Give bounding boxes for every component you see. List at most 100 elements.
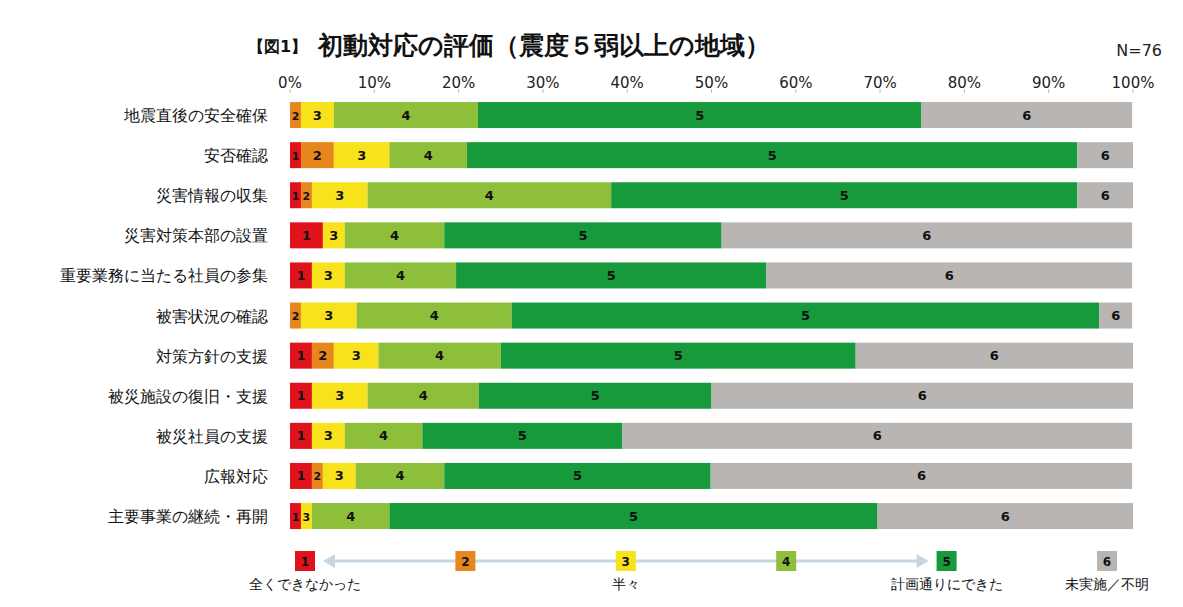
bars (290, 102, 1133, 529)
bar-segment (323, 222, 345, 248)
segment-label: 6 (1022, 108, 1031, 123)
bar-segment (290, 262, 312, 288)
bar-segment (1099, 303, 1132, 329)
segment-label: 4 (419, 388, 428, 403)
segment-label: 1 (296, 268, 305, 283)
segment-label: 5 (607, 268, 616, 283)
bar-segment (301, 503, 312, 529)
segment-label: 3 (335, 388, 344, 403)
category-label: 被災社員の支援 (156, 427, 268, 446)
segment-label: 5 (629, 509, 638, 524)
tick-label: 0% (278, 74, 302, 92)
bar-segment (711, 463, 1133, 489)
category-label: 被災施設の復旧・支援 (108, 387, 268, 406)
segment-label: 1 (296, 428, 305, 443)
arrow-head (917, 554, 929, 568)
segment-label: 4 (390, 228, 399, 243)
segment-label: 3 (303, 511, 311, 524)
legend-description: 半々 (612, 576, 640, 592)
bar-segment (290, 222, 323, 248)
bar-segment (312, 262, 345, 288)
bar-segment (356, 463, 445, 489)
bar-segment (312, 503, 390, 529)
figure-label: 【図1】 (248, 37, 307, 56)
bar-segment (290, 343, 312, 369)
legend-swatch (776, 551, 796, 571)
segment-label: 3 (324, 268, 333, 283)
bar-segment (368, 383, 479, 409)
segment-label: 5 (768, 148, 777, 163)
segment-label: 4 (430, 308, 439, 323)
tick-label: 80% (948, 74, 981, 92)
bar-segment (389, 503, 877, 529)
category-label: 地震直後の安全確保 (123, 106, 268, 125)
bar-segment (878, 503, 1133, 529)
category-label: 被害状況の確認 (156, 307, 268, 326)
category-label: 災害対策本部の設置 (124, 226, 268, 245)
segment-label: 4 (424, 148, 433, 163)
bar-segment (512, 303, 1100, 329)
bar-segment (290, 303, 301, 329)
segment-label: 6 (990, 348, 999, 363)
bar-segment (345, 423, 423, 449)
segment-label: 2 (292, 310, 300, 323)
segment-label: 6 (917, 468, 926, 483)
bar-segment (290, 383, 312, 409)
segment-label: 4 (401, 108, 410, 123)
bar-segment (290, 142, 301, 168)
bar-segment (290, 423, 312, 449)
bar-segment (1077, 142, 1133, 168)
legend-label: 5 (942, 555, 950, 569)
segment-label: 5 (591, 388, 600, 403)
bar-segment (444, 222, 721, 248)
tick-label: 40% (611, 74, 644, 92)
bar-segment (766, 262, 1132, 288)
bar-segment (334, 142, 390, 168)
tick-label: 100% (1112, 74, 1155, 92)
bar-segment (312, 423, 345, 449)
legend-swatch (937, 551, 957, 571)
bar-segment (334, 343, 379, 369)
arrow-head (323, 554, 335, 568)
segment-label: 5 (578, 228, 587, 243)
bar-segment (334, 102, 478, 128)
bar-segment (312, 182, 368, 208)
segment-label: 6 (1001, 509, 1010, 524)
segment-label: 2 (313, 148, 322, 163)
bar-segment (856, 343, 1133, 369)
segment-label: 3 (324, 428, 333, 443)
segment-label: 5 (801, 308, 810, 323)
bar-segment (345, 262, 456, 288)
bar-segment (312, 383, 368, 409)
segment-label: 4 (485, 188, 494, 203)
legend-description: 全くできなかった (249, 576, 361, 592)
bar-segment (389, 142, 467, 168)
chart-container: 【図1】初動対応の評価（震度５弱以上の地域）N=760%10%20%30%40%… (0, 0, 1183, 607)
segment-label: 1 (296, 388, 305, 403)
segment-label: 1 (296, 348, 305, 363)
chart-svg: 【図1】初動対応の評価（震度５弱以上の地域）N=760%10%20%30%40%… (0, 0, 1183, 607)
segment-label: 1 (296, 468, 305, 483)
legend-swatch (616, 551, 636, 571)
segment-label: 4 (396, 268, 405, 283)
category-label: 広報対応 (204, 467, 268, 486)
legend-label: 6 (1103, 555, 1111, 569)
bar-segment (345, 222, 444, 248)
bar-segment (357, 303, 512, 329)
bar-segment (301, 102, 334, 128)
bar-segment (501, 343, 856, 369)
segment-labels: 2345612345612345613456134562345612345613… (292, 108, 1121, 524)
bar-segment (301, 142, 334, 168)
bar-segment (467, 142, 1077, 168)
bar-segment (290, 102, 301, 128)
bar-segment (368, 182, 612, 208)
legend-label: 2 (461, 555, 469, 569)
bar-segment (712, 383, 1134, 409)
segment-label: 3 (313, 108, 322, 123)
legend-description: 未実施／不明 (1065, 576, 1149, 592)
bar-segment (921, 102, 1132, 128)
category-label: 安否確認 (204, 146, 268, 165)
segment-label: 3 (352, 348, 361, 363)
tick-label: 60% (779, 74, 812, 92)
category-label: 重要業務に当たる社員の参集 (60, 266, 268, 285)
